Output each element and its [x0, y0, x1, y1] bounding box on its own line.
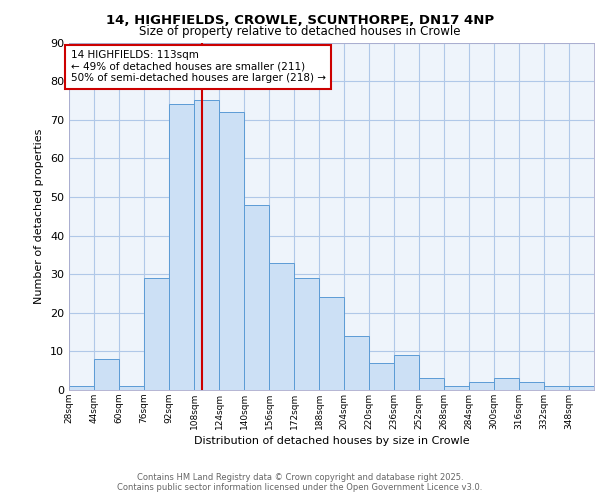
Text: Contains HM Land Registry data © Crown copyright and database right 2025.
Contai: Contains HM Land Registry data © Crown c…: [118, 473, 482, 492]
Text: 14, HIGHFIELDS, CROWLE, SCUNTHORPE, DN17 4NP: 14, HIGHFIELDS, CROWLE, SCUNTHORPE, DN17…: [106, 14, 494, 27]
Bar: [344, 336, 369, 390]
Bar: [219, 112, 244, 390]
Bar: [144, 278, 169, 390]
Text: Size of property relative to detached houses in Crowle: Size of property relative to detached ho…: [139, 25, 461, 38]
Bar: [444, 386, 469, 390]
Bar: [469, 382, 494, 390]
Y-axis label: Number of detached properties: Number of detached properties: [34, 128, 44, 304]
X-axis label: Distribution of detached houses by size in Crowle: Distribution of detached houses by size …: [194, 436, 469, 446]
Bar: [169, 104, 194, 390]
Bar: [369, 363, 394, 390]
Bar: [94, 359, 119, 390]
Bar: [244, 204, 269, 390]
Bar: [269, 262, 294, 390]
Bar: [294, 278, 319, 390]
Bar: [194, 100, 219, 390]
Bar: [544, 386, 569, 390]
Bar: [569, 386, 594, 390]
Bar: [69, 386, 94, 390]
Bar: [419, 378, 444, 390]
Text: 14 HIGHFIELDS: 113sqm
← 49% of detached houses are smaller (211)
50% of semi-det: 14 HIGHFIELDS: 113sqm ← 49% of detached …: [71, 50, 326, 84]
Bar: [319, 298, 344, 390]
Bar: [394, 355, 419, 390]
Bar: [494, 378, 519, 390]
Bar: [519, 382, 544, 390]
Bar: [119, 386, 144, 390]
